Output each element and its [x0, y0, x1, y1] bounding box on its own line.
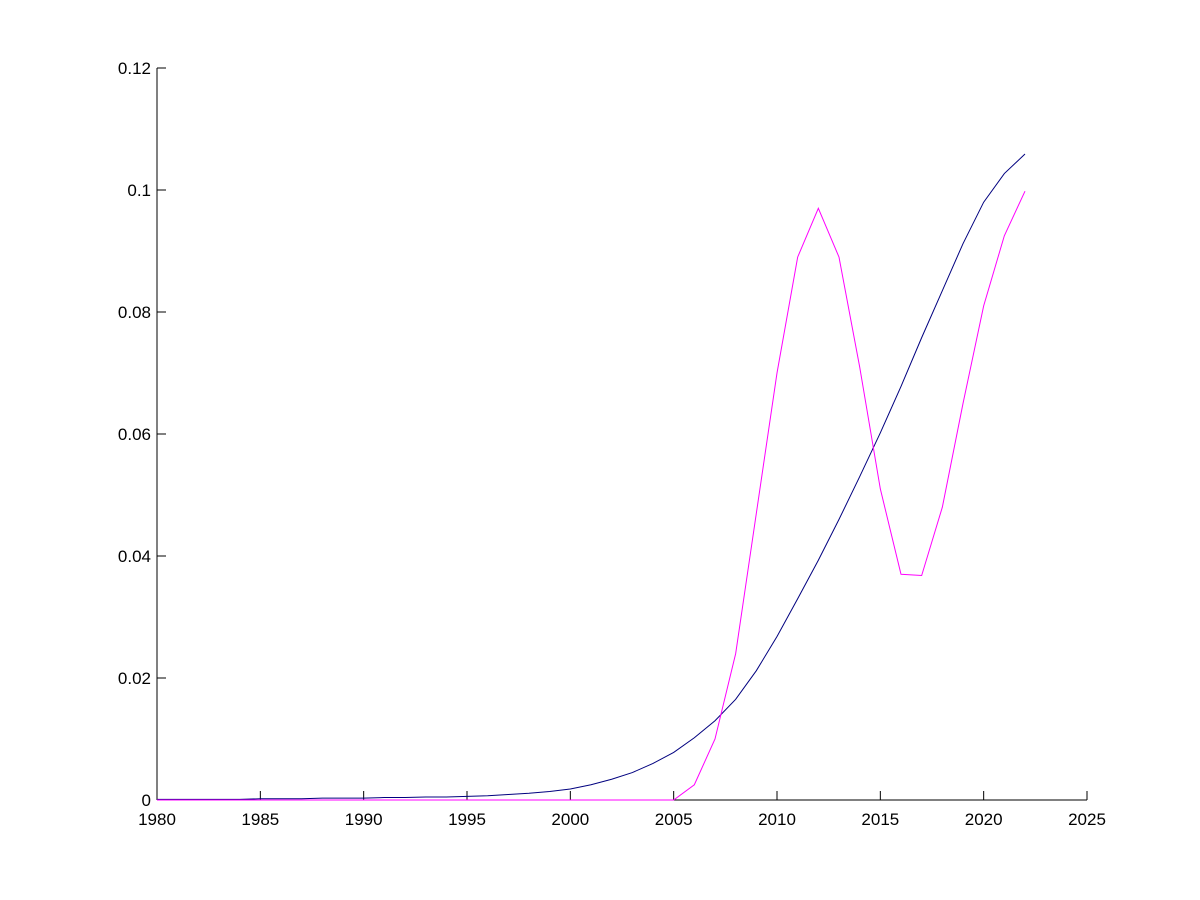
series-line — [157, 191, 1026, 801]
x-tick-label: 2005 — [655, 810, 693, 829]
x-tick-label: 2015 — [861, 810, 899, 829]
x-tick-label: 1990 — [345, 810, 383, 829]
y-tick-label: 0.08 — [118, 303, 151, 322]
x-tick-label: 2025 — [1068, 810, 1106, 829]
y-tick-label: 0.12 — [118, 59, 151, 78]
y-tick-label: 0.04 — [118, 547, 151, 566]
y-tick-label: 0.1 — [127, 181, 151, 200]
x-tick-label: 1980 — [138, 810, 176, 829]
y-tick-label: 0.06 — [118, 425, 151, 444]
x-tick-label: 1995 — [448, 810, 486, 829]
x-tick-label: 2020 — [965, 810, 1003, 829]
y-tick-label: 0.02 — [118, 669, 151, 688]
x-tick-label: 2000 — [551, 810, 589, 829]
x-tick-label: 1985 — [241, 810, 279, 829]
y-tick-label: 0 — [142, 791, 151, 810]
series-line — [157, 153, 1026, 800]
x-tick-label: 2010 — [758, 810, 796, 829]
